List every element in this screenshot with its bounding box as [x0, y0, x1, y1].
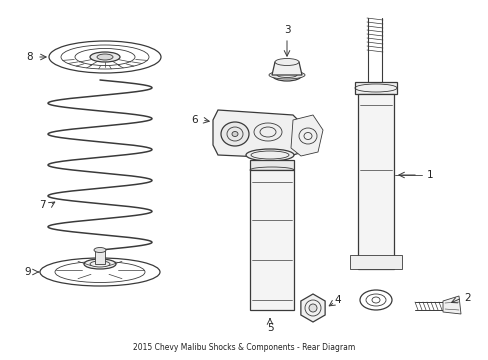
Ellipse shape — [221, 122, 248, 146]
Bar — [249, 170, 293, 310]
Bar — [354, 82, 396, 94]
Bar — [249, 160, 293, 170]
Ellipse shape — [271, 69, 302, 81]
Ellipse shape — [253, 123, 282, 141]
Ellipse shape — [94, 248, 106, 252]
Text: 4: 4 — [334, 295, 341, 305]
Text: 8: 8 — [27, 52, 33, 62]
Bar — [95, 250, 105, 264]
Ellipse shape — [84, 259, 116, 269]
Bar — [349, 255, 401, 269]
Text: 9: 9 — [24, 267, 31, 277]
Text: 7: 7 — [39, 200, 45, 210]
Text: 2: 2 — [464, 293, 470, 303]
Text: 6: 6 — [191, 115, 198, 125]
Text: 2015 Chevy Malibu Shocks & Components - Rear Diagram: 2015 Chevy Malibu Shocks & Components - … — [133, 343, 354, 352]
Ellipse shape — [268, 71, 305, 79]
Ellipse shape — [308, 304, 316, 312]
Polygon shape — [290, 115, 323, 156]
Polygon shape — [271, 62, 302, 75]
Polygon shape — [442, 296, 460, 314]
Ellipse shape — [90, 52, 120, 62]
Ellipse shape — [97, 54, 113, 60]
Ellipse shape — [231, 131, 238, 136]
Ellipse shape — [245, 149, 293, 161]
Text: 3: 3 — [283, 25, 290, 35]
Text: 5: 5 — [266, 323, 273, 333]
Ellipse shape — [274, 58, 298, 66]
Bar — [357, 94, 393, 269]
Polygon shape — [213, 110, 307, 158]
Text: 1: 1 — [426, 170, 432, 180]
Polygon shape — [300, 294, 325, 322]
